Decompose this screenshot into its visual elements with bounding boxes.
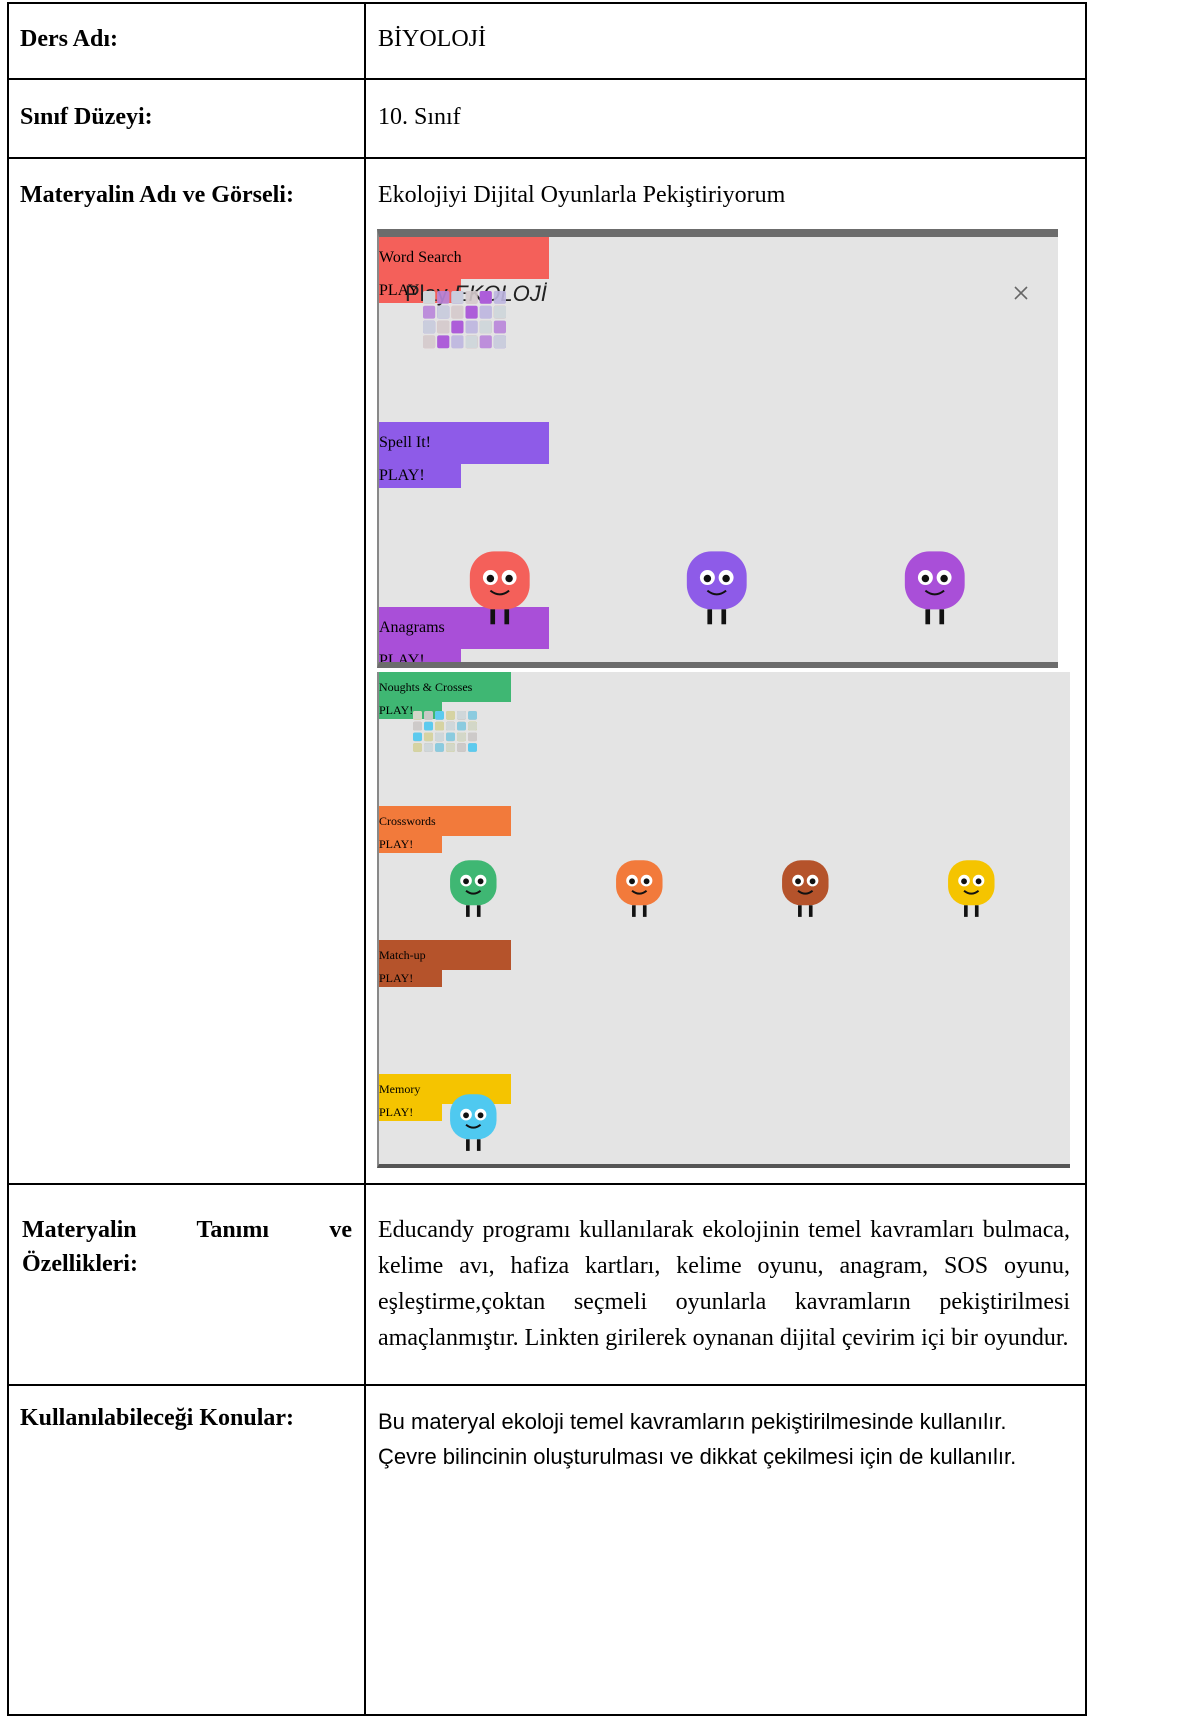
close-icon[interactable]	[1013, 285, 1029, 301]
label: Kullanılabileceği Konular:	[20, 1405, 295, 1431]
mascot	[905, 550, 965, 624]
border	[7, 1384, 1087, 1386]
label: Materyalin Adı ve Görseli:	[20, 182, 294, 208]
play-button[interactable]: PLAY!	[379, 970, 443, 988]
game-card[interactable]: Memory PLAY!	[379, 711, 511, 1164]
border	[7, 1183, 1087, 1185]
label: Sınıf Düzeyi:	[20, 104, 153, 130]
play-button[interactable]: PLAY!	[379, 649, 461, 662]
mascot	[470, 550, 530, 624]
mascot	[781, 860, 829, 918]
border	[7, 157, 1087, 159]
game-title: Spell It!	[379, 422, 549, 464]
value: 10. Sınıf	[378, 104, 461, 130]
game-title: Anagrams	[379, 607, 549, 649]
mascot	[947, 860, 995, 918]
play-button[interactable]: PLAY!	[379, 836, 443, 854]
screenshot: Noughts & Crosses PLAY! Crosswords PLAY! M…	[377, 672, 1070, 1168]
mascot	[449, 1094, 497, 1152]
game-title: Crosswords	[379, 806, 511, 836]
value: Educandy programı kullanılarak ekolojini…	[378, 1217, 1070, 1351]
label: Ders Adı:	[20, 26, 118, 52]
mascot	[615, 860, 663, 918]
game-title: Memory	[379, 1074, 511, 1104]
play-button[interactable]: PLAY!	[379, 464, 461, 489]
game-title: Noughts & Crosses	[379, 672, 511, 702]
mascot	[687, 550, 747, 624]
value: Bu materyal ekoloji temel kavramların pe…	[378, 1409, 1017, 1469]
border	[7, 2, 9, 1716]
game-preview	[422, 291, 506, 349]
border	[364, 2, 366, 1716]
border	[7, 78, 1087, 80]
game-card[interactable]: Match-up PLAY!	[379, 711, 511, 1074]
mascot	[449, 860, 497, 918]
border	[7, 2, 1087, 4]
game-title: Match-up	[379, 940, 511, 970]
game-card[interactable]: Anagrams PLAY!	[379, 291, 549, 662]
game-preview	[413, 711, 477, 752]
border	[1085, 2, 1087, 1716]
game-title: Word Search	[379, 237, 549, 279]
value: Ekolojiyi Dijital Oyunlarla Pekiştiriyor…	[378, 182, 786, 208]
play-button[interactable]: PLAY!	[379, 1104, 443, 1122]
value: BİYOLOJİ	[378, 26, 486, 52]
border	[7, 1714, 1087, 1716]
label: Materyalin Tanımı ve Özellikleri:	[22, 1217, 352, 1277]
